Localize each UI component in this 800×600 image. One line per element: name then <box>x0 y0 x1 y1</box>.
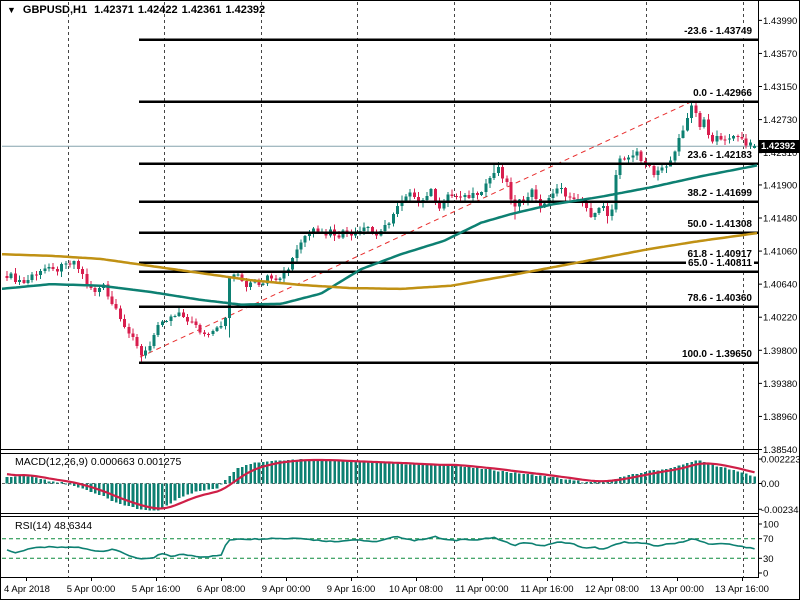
macd-axis-label: -0.002342 <box>761 505 800 516</box>
rsi-axis-label: 70 <box>763 534 774 545</box>
rsi-axis-label: 0 <box>763 569 768 580</box>
time-axis-label: 9 Apr 16:00 <box>327 584 376 595</box>
price-axis-label: 1.42730 <box>763 115 797 126</box>
macd-axis-label: 0.002223 <box>761 455 800 466</box>
price-axis-label: 1.42310 <box>763 148 797 159</box>
symbol-label: GBPUSD,H1 <box>22 4 88 16</box>
ma-slow-line <box>2 231 758 291</box>
time-axis-label: 5 Apr 16:00 <box>132 584 181 595</box>
current-price-badge: 1.42392 <box>759 139 799 153</box>
panel-borders <box>1 1 759 578</box>
ma-fast-line <box>2 164 758 306</box>
price-axis-label: 1.41900 <box>763 180 797 191</box>
quote-close: 1.42392 <box>225 4 266 16</box>
time-axis-label: 6 Apr 08:00 <box>197 584 246 595</box>
gridlines <box>68 2 744 577</box>
rsi-axis-label: 100 <box>763 520 779 531</box>
price-axis-label: 1.43570 <box>763 49 797 60</box>
rsi-axis-label: 30 <box>763 554 774 565</box>
time-axis-label: 12 Apr 08:00 <box>585 584 639 595</box>
time-axis-label: 5 Apr 00:00 <box>67 584 116 595</box>
time-axis-label: 11 Apr 00:00 <box>455 584 508 595</box>
macd-signal-line <box>6 458 755 510</box>
rsi-indicator-label: RSI(14) 48.6344 <box>15 520 93 532</box>
price-axis-label: 1.43990 <box>763 16 797 27</box>
price-axis-label: 1.38960 <box>763 412 797 423</box>
macd-axis-label: 0.00 <box>761 479 780 490</box>
fib-level-label: 61.8 - 1.40917 <box>685 249 754 261</box>
macd-histogram <box>5 459 756 511</box>
time-axis[interactable]: 4 Apr 2018 5 Apr 00:00 5 Apr 16:00 6 Apr 08… <box>4 577 769 595</box>
price-axis-label: 1.39380 <box>763 379 797 390</box>
fibonacci-lines[interactable] <box>139 38 758 364</box>
fib-level-label: 78.6 - 1.40360 <box>685 293 754 305</box>
price-axis-label: 1.41060 <box>763 247 797 258</box>
fib-level-label: 0.0 - 1.42966 <box>691 88 754 99</box>
price-axis-label: 1.43150 <box>763 82 797 93</box>
time-axis-label: 10 Apr 08:00 <box>389 584 443 595</box>
time-axis-label: 4 Apr 2018 <box>4 584 50 595</box>
macd-indicator-label: MACD(12,26,9) 0.000663 0.001275 <box>15 456 182 468</box>
time-axis-label: 13 Apr 00:00 <box>650 584 704 595</box>
symbol-dropdown-icon[interactable]: ▼ <box>7 5 16 15</box>
time-axis-label: 13 Apr 16:00 <box>715 584 769 595</box>
fib-level-label: 65.0 - 1.40811 <box>686 257 754 269</box>
candles <box>5 101 757 363</box>
quote-high: 1.42422 <box>137 4 178 16</box>
price-axis-label: 1.41480 <box>763 214 797 225</box>
time-axis-label: 11 Apr 16:00 <box>520 584 573 595</box>
price-axis-label: 1.40640 <box>763 280 797 291</box>
fib-level-label: -23.6 - 1.43749 <box>682 26 754 38</box>
price-axis-label: 1.38540 <box>763 445 797 456</box>
rsi-line <box>6 535 755 560</box>
trendline[interactable] <box>139 100 694 358</box>
quote-open: 1.42371 <box>94 4 134 16</box>
price-axis-label: 1.39800 <box>763 346 797 357</box>
fib-level-label: 23.6 - 1.42183 <box>685 149 754 161</box>
chart-title-bar: ▼ GBPUSD,H1 1.42371 1.42422 1.42361 1.42… <box>7 4 265 16</box>
quote-low: 1.42361 <box>181 4 222 16</box>
fib-level-label: 50.0 - 1.41308 <box>685 218 754 230</box>
price-axis-label: 1.40220 <box>763 313 797 324</box>
fib-level-label: 38.2 - 1.41699 <box>685 187 754 199</box>
time-axis-label: 9 Apr 00:00 <box>262 584 311 595</box>
price-axis[interactable]: 1.43990 1.43570 1.43150 1.42730 1.42310 1.419… <box>758 16 800 580</box>
fib-level-label: 100.0 - 1.39650 <box>679 349 754 361</box>
